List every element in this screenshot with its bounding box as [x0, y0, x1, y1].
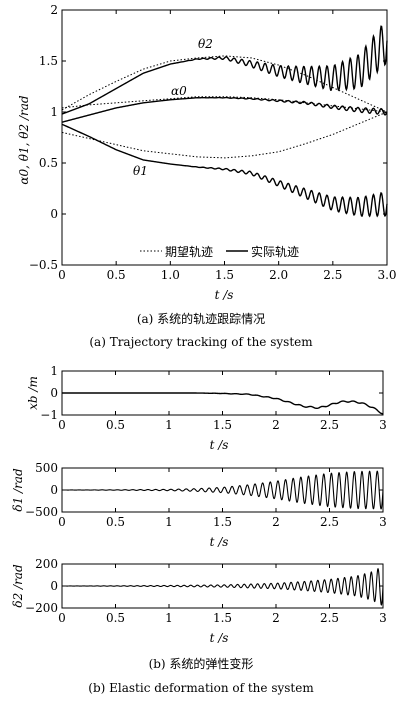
y-tick-label: 1.5 — [39, 54, 58, 68]
xb-ticks: 0 0.5 1 1.5 2 2.5 3−101 — [40, 364, 387, 432]
x-tick-label: 1.0 — [161, 268, 180, 282]
series-expected-theta2 — [61, 55, 388, 113]
series-delta1 — [62, 470, 384, 510]
trajectory-ticks: 0 0.5 1.0 1.5 2.0 2.5 3.0−0.500.511.52 — [29, 3, 397, 282]
series-xb — [62, 392, 384, 415]
x-tick-label: 0.5 — [106, 611, 125, 625]
x-tick-label: 0 — [58, 418, 66, 432]
delta2-xlabel: t /s — [210, 631, 229, 645]
delta2-ylabel: δ2 /rad — [11, 564, 25, 608]
x-tick-label: 3 — [379, 611, 387, 625]
x-tick-label: 2.5 — [323, 268, 342, 282]
legend-label-actual: 实际轨迹 — [251, 244, 299, 259]
caption-bottom-en: (b) Elastic deformation of the system — [88, 681, 314, 695]
delta1-ylabel: δ1 /rad — [11, 468, 25, 512]
caption-top-cn: (a) 系统的轨迹跟踪情况 — [137, 311, 265, 326]
trajectory-ylabel: α0, θ1, θ2 /rad — [17, 95, 31, 184]
xb-series-group — [62, 392, 384, 415]
y-tick-label: 0 — [50, 579, 58, 593]
x-tick-label: 1.5 — [213, 611, 232, 625]
y-tick-label: 500 — [35, 461, 58, 475]
legend-label-expected: 期望轨迹 — [165, 245, 213, 259]
annotation-alpha0: α0 — [171, 84, 187, 98]
y-tick-label: −500 — [25, 505, 58, 519]
y-tick-label: −0.5 — [29, 258, 58, 272]
delta1-xlabel: t /s — [210, 535, 229, 549]
xb-chart: 0 0.5 1 1.5 2 2.5 3−101 xb /m t /s — [26, 364, 387, 452]
annotation-theta2: θ2 — [198, 37, 213, 51]
x-tick-label: 2.5 — [320, 418, 339, 432]
series-expected-theta1 — [61, 111, 388, 159]
delta1-series-group — [62, 470, 384, 510]
x-tick-label: 1.5 — [213, 515, 232, 529]
y-tick-label: 0 — [50, 483, 58, 497]
y-tick-label: 0.5 — [39, 156, 58, 170]
series-actual-theta1 — [61, 123, 388, 218]
trajectory-chart: 0 0.5 1.0 1.5 2.0 2.5 3.0−0.500.511.52 α0, θ1,… — [17, 3, 397, 302]
x-tick-label: 0 — [58, 515, 66, 529]
delta2-series-group — [62, 567, 384, 606]
x-tick-label: 0.5 — [106, 418, 125, 432]
x-tick-label: 2 — [272, 515, 280, 529]
x-tick-label: 2.5 — [320, 611, 339, 625]
x-tick-label: 3.0 — [377, 268, 396, 282]
x-tick-label: 1 — [165, 418, 173, 432]
x-tick-label: 0.5 — [107, 268, 126, 282]
y-tick-label: −1 — [40, 408, 58, 422]
y-tick-label: 200 — [35, 557, 58, 571]
y-tick-label: −200 — [25, 601, 58, 615]
x-tick-label: 0 — [58, 611, 66, 625]
caption-top-en: (a) Trajectory tracking of the system — [89, 335, 313, 349]
x-tick-label: 1 — [165, 611, 173, 625]
trajectory-series-group — [61, 25, 388, 218]
x-tick-label: 1 — [165, 515, 173, 529]
x-tick-label: 2 — [272, 418, 280, 432]
trajectory-xlabel: t /s — [215, 288, 234, 302]
x-tick-label: 1.5 — [215, 268, 234, 282]
trajectory-plot-frame — [61, 9, 388, 266]
x-tick-label: 0 — [58, 268, 66, 282]
x-tick-label: 2 — [272, 611, 280, 625]
y-tick-label: 0 — [50, 207, 58, 221]
y-tick-label: 1 — [50, 364, 58, 378]
series-delta2 — [62, 567, 384, 606]
x-tick-label: 3 — [379, 418, 387, 432]
series-actual-theta2 — [61, 25, 388, 115]
x-tick-label: 1.5 — [213, 418, 232, 432]
x-tick-label: 2.0 — [269, 268, 288, 282]
y-tick-label: 2 — [50, 3, 58, 17]
xb-xlabel: t /s — [210, 438, 229, 452]
x-tick-label: 3 — [379, 515, 387, 529]
trajectory-legend: 期望轨迹 实际轨迹 — [140, 244, 299, 259]
annotation-theta1: θ1 — [133, 164, 148, 178]
x-tick-label: 2.5 — [320, 515, 339, 529]
y-tick-label: 0 — [50, 386, 58, 400]
xb-ylabel: xb /m — [26, 376, 40, 410]
caption-bottom-cn: (b) 系统的弹性变形 — [149, 656, 254, 671]
y-tick-label: 1 — [50, 105, 58, 119]
x-tick-label: 0.5 — [106, 515, 125, 529]
series-actual-alpha0 — [61, 96, 388, 123]
